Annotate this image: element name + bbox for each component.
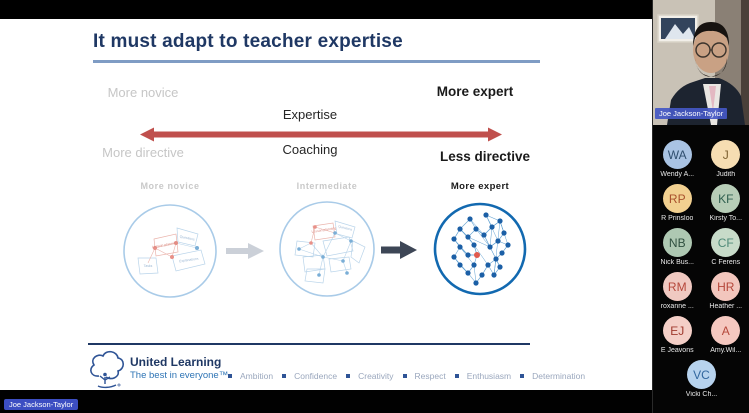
value-label: Determination (532, 371, 586, 381)
participant-tile[interactable]: CF C Ferens (702, 228, 749, 272)
novice-label-explanations: Explanations (179, 257, 199, 264)
intermediate-network-diagram: Lesson planning Questions (279, 201, 375, 297)
value-item: Determination (520, 371, 585, 381)
spectrum-left-bottom-label: More directive (102, 145, 184, 160)
footer-divider (88, 343, 530, 345)
value-label: Enthusiasm (466, 371, 512, 381)
avatar: RM (662, 272, 692, 301)
values-row: Ambition Confidence Creativity Respect Enthu… (228, 371, 585, 381)
participant-name: C Ferens (711, 259, 741, 266)
participant-name: Nick Bus... (660, 259, 694, 266)
bottom-bar: Joe Jackson-Taylor (0, 390, 652, 413)
value-item: Confidence (282, 371, 337, 381)
value-label: Creativity (358, 371, 394, 381)
spectrum-center-bottom-label: Coaching (282, 142, 338, 157)
participants-sidebar: Joe Jackson-Taylor WA Wendy A... J Judith RP… (652, 0, 749, 413)
participant-name: Amy.Wil... (710, 347, 742, 354)
org-name: United Learning (130, 355, 222, 369)
participant-name: E Jeavons (660, 347, 694, 354)
participant-tile[interactable]: KF Kirsty To... (702, 184, 749, 228)
participant-name: R Prinsloo (661, 215, 694, 222)
speaker-name-tag: Joe Jackson-Taylor (655, 108, 728, 119)
value-item: Respect (402, 371, 446, 381)
participant-name: Wendy A... (660, 171, 695, 178)
value-bullet-icon (228, 374, 232, 378)
value-label: Respect (414, 371, 446, 381)
avatar: KF (711, 184, 741, 213)
expert-network-diagram (433, 202, 527, 296)
spectrum-right-bottom-label: Less directive (439, 149, 531, 164)
value-bullet-icon (346, 374, 351, 378)
united-learning-logo (90, 350, 125, 389)
novice-label-lesson-planning: Lesson planning (152, 241, 178, 249)
participant-tile[interactable]: EJ E Jeavons (653, 316, 702, 360)
org-tagline: The best in everyone™ (130, 370, 229, 381)
participant-tile[interactable]: VC Vicki Ch... (677, 360, 726, 404)
participant-name: Kirsty To... (709, 215, 743, 222)
participant-tile[interactable]: A Amy.Wil... (702, 316, 749, 360)
novice-label-questions: Questions (179, 234, 195, 241)
value-bullet-icon (454, 374, 459, 378)
avatar: A (711, 316, 741, 345)
expertise-arrow (140, 127, 502, 142)
stage-label-expert: More expert (450, 181, 510, 192)
value-bullet-icon (520, 374, 525, 378)
value-item: Enthusiasm (454, 371, 512, 381)
title-underline (93, 60, 540, 63)
spectrum-left-top-label: More novice (107, 85, 179, 100)
avatar: VC (687, 360, 716, 389)
avatar: EJ (662, 316, 692, 345)
participant-tile[interactable]: NB Nick Bus... (653, 228, 702, 272)
avatar: RP (662, 184, 692, 213)
intermediate-label-lesson-planning: Lesson planning (311, 226, 336, 234)
slide-title: It must adapt to teacher expertise (93, 31, 403, 52)
speaker-video-tile[interactable]: Joe Jackson-Taylor (653, 0, 749, 125)
intermediate-label-questions: Questions (338, 224, 353, 231)
novice-network-diagram: Lesson planning Questions Explanations T… (123, 204, 217, 298)
value-label: Ambition (240, 371, 274, 381)
shared-screen-slide: It must adapt to teacher expertise More … (0, 19, 652, 390)
value-bullet-icon (402, 374, 407, 378)
value-item: Creativity (346, 371, 394, 381)
participant-name: Vicki Ch... (685, 391, 718, 398)
participant-tile[interactable]: HR Heather ... (702, 272, 749, 316)
stage-label-intermediate: Intermediate (296, 181, 358, 191)
avatar: NB (662, 228, 692, 257)
novice-label-tasks: Tasks (144, 264, 153, 268)
participant-tile[interactable]: RP R Prinsloo (653, 184, 702, 228)
spectrum-right-top-label: More expert (436, 84, 514, 99)
speaker-video-frame (653, 0, 749, 125)
avatar-grid: WA Wendy A... J Judith RP R Prinsloo KF Kirsty … (653, 125, 749, 404)
value-label: Confidence (294, 371, 338, 381)
value-item: Ambition (228, 371, 273, 381)
avatar: CF (711, 228, 741, 257)
participant-name: Judith (716, 171, 736, 178)
participant-tile[interactable]: RM roxanne ... (653, 272, 702, 316)
participant-name: Heather ... (709, 303, 743, 310)
avatar: J (711, 140, 741, 169)
participant-tile[interactable]: WA Wendy A... (653, 140, 702, 184)
stage-arrow-2 (381, 241, 417, 259)
active-speaker-label: Joe Jackson-Taylor (4, 399, 79, 410)
value-bullet-icon (282, 374, 287, 378)
participant-tile[interactable]: J Judith (702, 140, 749, 184)
stage-arrow-1 (226, 243, 264, 259)
avatar: HR (711, 272, 741, 301)
spectrum-center-top-label: Expertise (282, 107, 338, 122)
participant-name: roxanne ... (660, 303, 694, 310)
avatar: WA (662, 140, 692, 169)
stage-label-novice: More novice (140, 181, 200, 191)
